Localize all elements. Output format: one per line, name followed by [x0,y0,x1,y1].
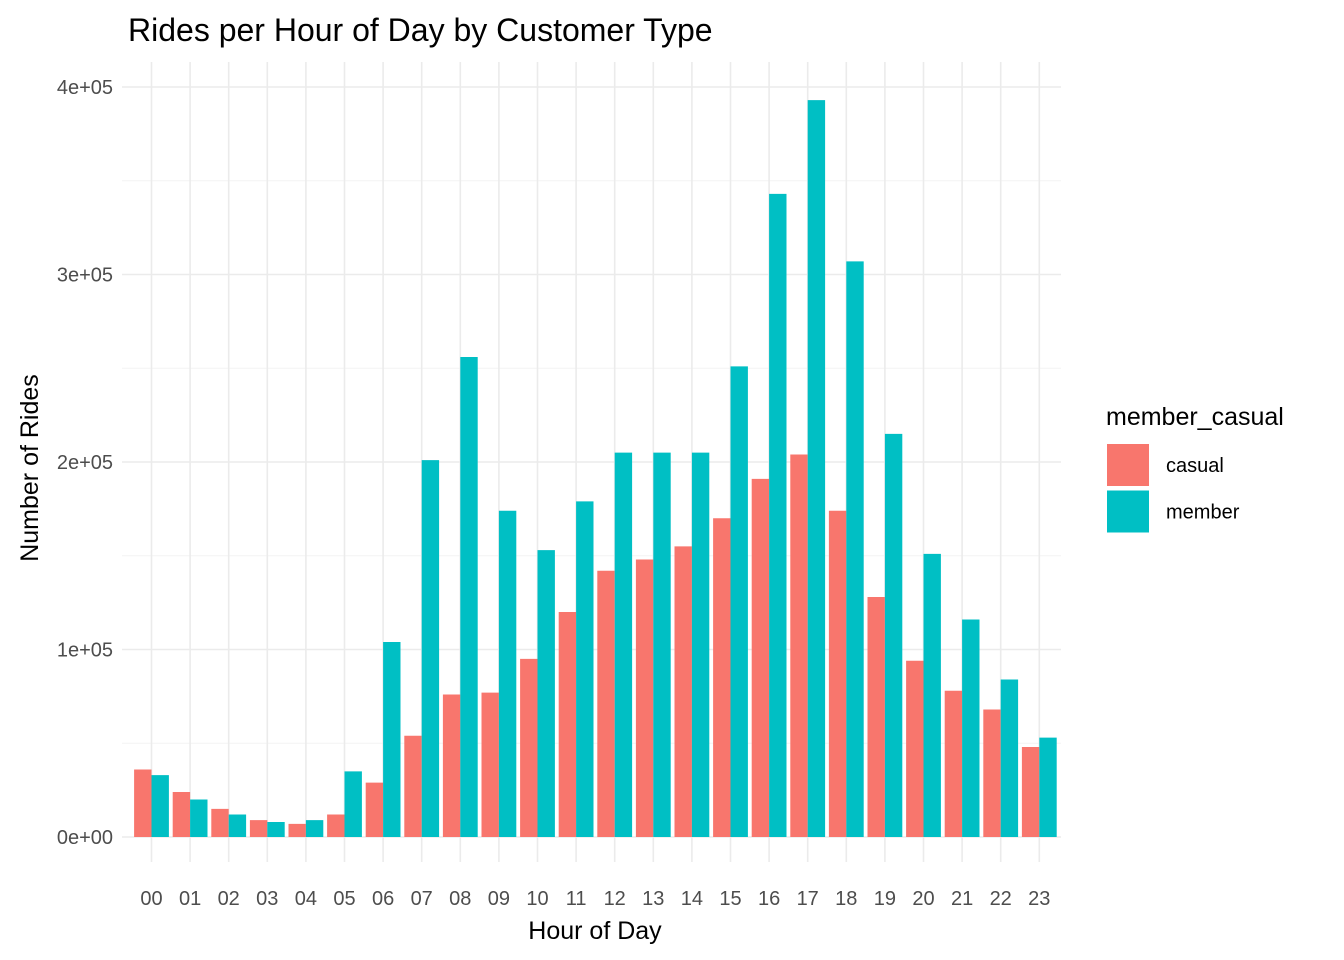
y-axis-ticks: 0e+00 1e+05 2e+05 3e+05 4e+05 [57,77,113,849]
bar-member-20 [923,553,941,837]
x-tick-label: 04 [295,888,317,910]
bar-member-15 [730,366,748,837]
legend: member_casual casual member [1106,403,1284,533]
bar-member-07 [421,460,440,837]
x-tick-label: 22 [990,888,1012,910]
bar-member-10 [537,550,555,837]
bar-casual-18 [828,510,847,837]
bar-casual-23 [1021,747,1040,837]
bar-member-02 [228,814,247,837]
bar-casual-05 [327,814,345,837]
x-tick-label: 14 [681,888,703,910]
x-tick-label: 10 [526,888,548,910]
legend-label-member: member [1166,502,1240,524]
bar-casual-03 [249,820,268,837]
y-tick-label: 0e+00 [57,827,113,849]
bar-member-17 [807,100,826,837]
bar-casual-17 [790,454,808,837]
x-tick-label: 13 [642,888,664,910]
chart-title: Rides per Hour of Day by Customer Type [128,12,713,48]
x-tick-label: 23 [1028,888,1050,910]
bar-member-08 [460,357,478,837]
x-tick-label: 12 [604,888,626,910]
x-tick-label: 11 [566,888,587,910]
bar-member-19 [884,433,903,837]
x-tick-label: 16 [758,888,780,910]
bar-casual-07 [404,735,422,837]
bar-member-12 [614,452,633,837]
bar-casual-12 [597,570,615,837]
x-tick-label: 17 [797,888,819,910]
bar-casual-22 [983,709,1001,837]
x-axis-ticks: 00 01 02 03 04 05 06 07 08 09 10 11 12 13 14 15 16 17 18 19… [140,888,1050,910]
legend-title: member_casual [1106,403,1284,431]
bar-casual-16 [751,478,770,837]
y-axis-title: Number of Rides [16,374,44,562]
x-tick-label: 03 [256,888,278,910]
bar-member-22 [1000,679,1019,837]
x-tick-label: 05 [333,888,355,910]
bar-casual-08 [442,694,461,837]
bar-casual-20 [906,660,924,837]
legend-swatch-member [1107,490,1149,533]
bar-member-03 [267,822,285,837]
bar-member-23 [1039,737,1057,837]
x-tick-label: 09 [488,888,510,910]
bar-casual-06 [365,782,384,837]
bar-casual-04 [288,823,306,837]
x-tick-label: 01 [179,888,201,910]
x-tick-label: 19 [874,888,896,910]
bar-casual-13 [635,559,654,837]
bar-member-11 [576,501,594,837]
bars [134,100,1057,837]
bar-casual-14 [674,546,692,837]
legend-label-casual: casual [1166,455,1224,477]
bar-casual-02 [211,808,229,837]
bar-member-00 [151,775,169,837]
bar-member-01 [190,799,208,837]
x-tick-label: 21 [951,888,973,910]
y-tick-label: 2e+05 [57,452,113,474]
x-axis-title: Hour of Day [528,917,662,945]
y-tick-label: 3e+05 [57,265,113,287]
legend-swatch-casual [1107,444,1149,486]
bar-casual-19 [867,597,885,837]
bar-casual-21 [944,690,963,837]
x-tick-label: 15 [719,888,741,910]
bar-member-05 [344,771,362,837]
bar-member-09 [498,510,517,837]
bar-member-18 [846,261,864,837]
bar-member-14 [691,452,710,837]
x-tick-label: 02 [218,888,240,910]
bar-member-13 [653,452,671,837]
bar-casual-00 [134,769,152,837]
bar-casual-15 [713,518,731,837]
y-tick-label: 4e+05 [57,77,113,99]
x-tick-label: 00 [140,888,162,910]
x-tick-label: 07 [411,888,433,910]
bar-member-06 [383,642,401,837]
legend-items: casual member [1107,444,1240,533]
bar-casual-10 [520,658,538,837]
x-tick-label: 08 [449,888,471,910]
x-tick-label: 06 [372,888,394,910]
bar-casual-01 [172,792,191,837]
bar-member-21 [962,619,980,837]
bar-member-16 [769,193,787,837]
bar-member-04 [305,820,324,837]
y-tick-label: 1e+05 [57,640,113,662]
bar-casual-11 [558,612,577,837]
x-tick-label: 18 [835,888,857,910]
x-tick-label: 20 [912,888,934,910]
bar-casual-09 [481,692,499,837]
